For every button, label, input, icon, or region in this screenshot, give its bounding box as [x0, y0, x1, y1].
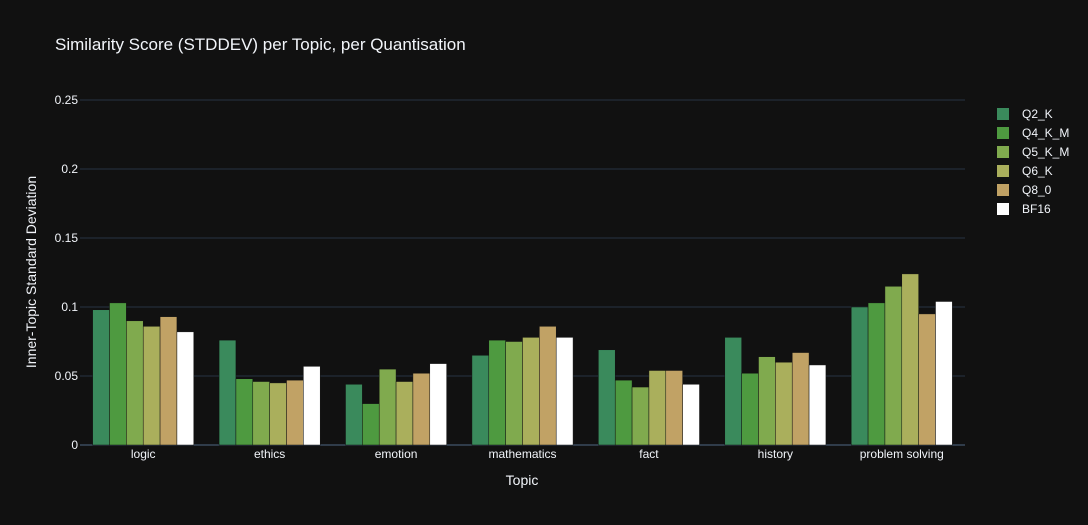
- bar-q2-k-emotion[interactable]: [345, 384, 363, 446]
- bar-q8-0-problem-solving[interactable]: [918, 313, 936, 446]
- bar-q6-k-logic[interactable]: [142, 326, 161, 446]
- bars: [92, 273, 953, 446]
- legend-swatch: [997, 165, 1009, 177]
- bar-q6-k-emotion[interactable]: [395, 381, 414, 446]
- bar-q2-k-ethics[interactable]: [218, 339, 237, 446]
- y-tick-label: 0.2: [61, 162, 78, 176]
- legend-item-bf16[interactable]: BF16: [997, 202, 1051, 216]
- bar-q5-k-m-history[interactable]: [758, 356, 776, 446]
- bar-q4-k-m-problem-solving[interactable]: [867, 302, 886, 446]
- legend-item-q8-0[interactable]: Q8_0: [997, 183, 1052, 197]
- bar-q4-k-m-history[interactable]: [741, 372, 759, 446]
- bar-q8-0-fact[interactable]: [665, 370, 683, 446]
- bar-bf16-logic[interactable]: [176, 331, 195, 446]
- legend-label: Q5_K_M: [1022, 145, 1069, 159]
- bar-bf16-history[interactable]: [808, 364, 827, 446]
- bar-q2-k-problem-solving[interactable]: [850, 306, 869, 446]
- bar-q6-k-fact[interactable]: [648, 370, 667, 446]
- bar-bf16-ethics[interactable]: [303, 366, 321, 446]
- y-tick-label: 0.25: [55, 93, 79, 107]
- bar-q6-k-history[interactable]: [775, 361, 793, 446]
- x-tick-label: ethics: [254, 447, 285, 461]
- bar-q5-k-m-mathematics[interactable]: [505, 341, 523, 446]
- bar-bf16-emotion[interactable]: [429, 363, 447, 446]
- bar-q4-k-m-logic[interactable]: [109, 302, 127, 446]
- legend-item-q5-k-m[interactable]: Q5_K_M: [997, 145, 1069, 159]
- bar-q4-k-m-mathematics[interactable]: [488, 339, 506, 446]
- bar-q2-k-fact[interactable]: [598, 349, 616, 446]
- y-tick-label: 0.1: [61, 300, 78, 314]
- bar-q2-k-history[interactable]: [724, 337, 742, 446]
- x-tick-label: mathematics: [488, 447, 556, 461]
- legend-label: Q6_K: [1022, 164, 1053, 178]
- bar-q6-k-mathematics[interactable]: [522, 337, 540, 446]
- legend-item-q4-k-m[interactable]: Q4_K_M: [997, 126, 1069, 140]
- x-tick-label: fact: [639, 447, 659, 461]
- chart-title: Similarity Score (STDDEV) per Topic, per…: [55, 35, 466, 54]
- legend-label: Q2_K: [1022, 107, 1053, 121]
- bar-bf16-fact[interactable]: [682, 384, 700, 446]
- bar-q4-k-m-fact[interactable]: [614, 379, 633, 446]
- bar-q5-k-m-fact[interactable]: [631, 386, 650, 446]
- x-axis-title: Topic: [506, 472, 539, 488]
- y-tick-labels: 0 0.05 0.1 0.15 0.2 0.25: [55, 93, 79, 452]
- x-tick-label: problem solving: [860, 447, 944, 461]
- x-tick-label: logic: [131, 447, 156, 461]
- bar-q5-k-m-emotion[interactable]: [378, 368, 397, 446]
- bar-q8-0-logic[interactable]: [159, 316, 178, 446]
- bar-q8-0-history[interactable]: [791, 352, 810, 446]
- legend-swatch: [997, 108, 1009, 120]
- legend-label: Q8_0: [1022, 183, 1052, 197]
- bar-q4-k-m-emotion[interactable]: [362, 403, 380, 446]
- y-axis-title: Inner-Topic Standard Deviation: [23, 176, 39, 368]
- legend-label: Q4_K_M: [1022, 126, 1069, 140]
- bar-q6-k-ethics[interactable]: [269, 382, 287, 446]
- legend-swatch: [997, 127, 1009, 139]
- bar-q5-k-m-ethics[interactable]: [252, 381, 270, 446]
- bar-q5-k-m-logic[interactable]: [126, 320, 144, 446]
- legend-swatch: [997, 203, 1009, 215]
- x-tick-label: history: [758, 447, 793, 461]
- x-tick-label: emotion: [375, 447, 418, 461]
- legend: Q2_K Q4_K_M Q5_K_M Q6_K Q8_0 BF16: [997, 107, 1069, 216]
- legend-swatch: [997, 146, 1009, 158]
- bar-q5-k-m-problem-solving[interactable]: [884, 286, 903, 446]
- bar-q8-0-emotion[interactable]: [412, 372, 431, 446]
- legend-swatch: [997, 184, 1009, 196]
- y-tick-label: 0.15: [55, 231, 79, 245]
- y-tick-label: 0: [71, 438, 78, 452]
- legend-label: BF16: [1022, 202, 1051, 216]
- x-tick-labels: logic ethics emotion mathematics fact history…: [131, 447, 944, 461]
- bar-bf16-problem-solving[interactable]: [935, 301, 953, 446]
- bar-q2-k-logic[interactable]: [92, 309, 110, 446]
- legend-item-q2-k[interactable]: Q2_K: [997, 107, 1053, 121]
- y-tick-label: 0.05: [55, 369, 79, 383]
- legend-item-q6-k[interactable]: Q6_K: [997, 164, 1053, 178]
- bar-q8-0-mathematics[interactable]: [539, 326, 557, 446]
- bar-q2-k-mathematics[interactable]: [471, 355, 490, 446]
- bar-bf16-mathematics[interactable]: [555, 337, 574, 446]
- bar-q6-k-problem-solving[interactable]: [901, 273, 919, 446]
- bar-q4-k-m-ethics[interactable]: [235, 378, 254, 446]
- bar-q8-0-ethics[interactable]: [286, 379, 304, 446]
